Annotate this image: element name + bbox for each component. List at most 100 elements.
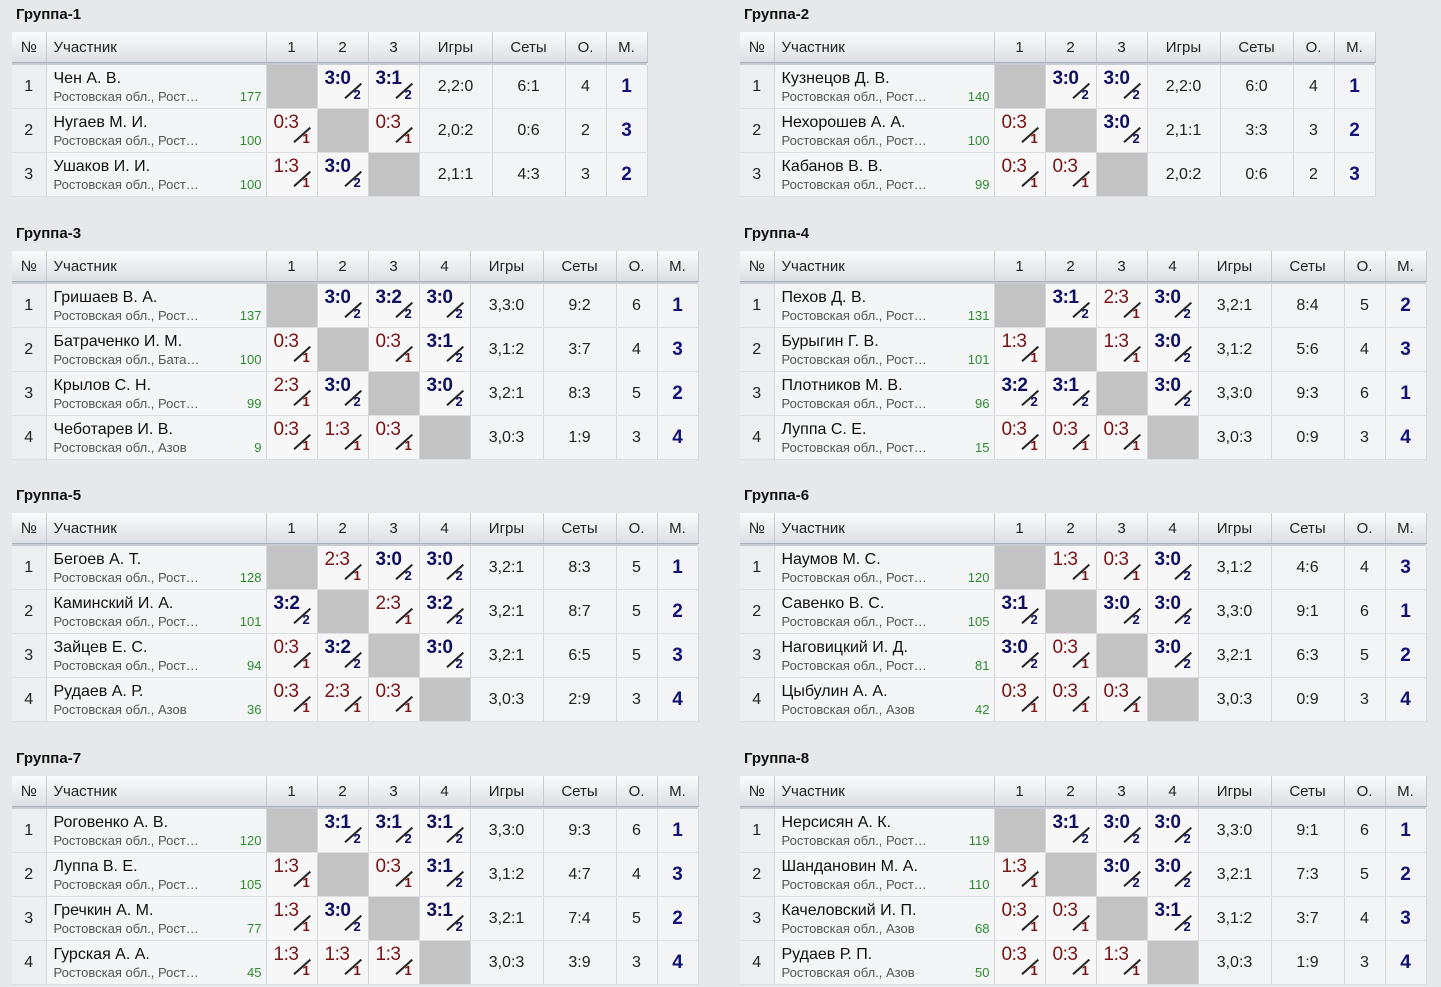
table-row[interactable]: 1 Пехов Д. В. Ростовская обл., Рост… 131 3:1… [740, 284, 1427, 328]
participant-cell[interactable]: Зайцев Е. С. Ростовская обл., Рост… 94 [46, 633, 267, 678]
header-opponent[interactable]: 2 [1045, 513, 1097, 544]
header-participant[interactable]: Участник [774, 776, 995, 807]
match-result-cell[interactable]: 3:0 2 [1096, 809, 1148, 853]
table-row[interactable]: 4 Гурская А. А. Ростовская обл., Рост… 45 1:… [12, 940, 699, 985]
table-row[interactable]: 4 Рудаев Р. П. Ростовская обл., Азов 50 0:3 1… [740, 940, 1427, 985]
table-row[interactable]: 2 Бурыгин Г. В. Ростовская обл., Рост… 101 1… [740, 327, 1427, 372]
header-opponent[interactable]: 1 [266, 251, 318, 282]
match-result-cell[interactable]: 1:3 1 [994, 852, 1046, 897]
match-result-cell[interactable]: 3:0 2 [1096, 65, 1148, 109]
header-points[interactable]: О. [565, 32, 607, 63]
header-opponent[interactable]: 1 [994, 513, 1046, 544]
header-place[interactable]: М. [1334, 32, 1376, 63]
match-result-cell[interactable]: 0:3 1 [994, 108, 1046, 153]
header-opponent[interactable]: 3 [368, 776, 420, 807]
participant-name[interactable]: Пехов Д. В. [781, 289, 867, 306]
match-result-cell[interactable]: 3:0 2 [1147, 809, 1199, 853]
match-result-cell[interactable]: 0:3 1 [368, 852, 420, 897]
header-opponent[interactable]: 1 [994, 776, 1046, 807]
match-result-cell[interactable]: 2:3 1 [368, 589, 420, 634]
match-result-cell[interactable]: 3:0 2 [1147, 852, 1199, 897]
participant-name[interactable]: Савенко В. С. [781, 595, 885, 612]
match-result-cell[interactable]: 0:3 1 [266, 633, 318, 678]
participant-cell[interactable]: Ушаков И. И. Ростовская обл., Рост… 100 [46, 152, 267, 197]
participant-cell[interactable]: Каминский И. А. Ростовская обл., Рост… 101 [46, 589, 267, 634]
match-result-cell[interactable]: 1:3 1 [317, 940, 369, 985]
header-opponent[interactable]: 2 [1045, 251, 1097, 282]
match-result-cell[interactable]: 0:3 1 [994, 677, 1046, 722]
match-result-cell[interactable]: 3:0 2 [317, 371, 369, 416]
table-row[interactable]: 1 Кузнецов Д. В. Ростовская обл., Рост… 140… [740, 65, 1376, 109]
match-result-cell[interactable]: 3:0 2 [1147, 371, 1199, 416]
table-row[interactable]: 3 Кабанов В. В. Ростовская обл., Рост… 99 0:… [740, 152, 1376, 197]
match-result-cell[interactable]: 3:0 2 [368, 546, 420, 590]
participant-name[interactable]: Цыбулин А. А. [781, 683, 888, 700]
participant-name[interactable]: Зайцев Е. С. [53, 639, 148, 656]
match-result-cell[interactable]: 1:3 1 [368, 940, 420, 985]
match-result-cell[interactable]: 1:3 1 [317, 415, 369, 460]
participant-name[interactable]: Батраченко И. М. [53, 333, 183, 350]
participant-cell[interactable]: Качеловский И. П. Ростовская обл., Азов 68 [774, 896, 995, 941]
table-row[interactable]: 4 Луппа С. Е. Ростовская обл., Рост… 15 0:3 1… [740, 415, 1427, 460]
header-points[interactable]: О. [1344, 513, 1386, 544]
match-result-cell[interactable]: 0:3 1 [1045, 633, 1097, 678]
table-row[interactable]: 1 Наумов М. С. Ростовская обл., Рост… 120 1:… [740, 546, 1427, 590]
header-num[interactable]: № [740, 32, 775, 63]
header-opponent[interactable]: 2 [1045, 776, 1097, 807]
header-points[interactable]: О. [616, 251, 658, 282]
match-result-cell[interactable]: 3:1 2 [419, 809, 471, 853]
match-result-cell[interactable]: 2:3 1 [1096, 284, 1148, 328]
header-opponent[interactable]: 3 [1096, 776, 1148, 807]
table-row[interactable]: 2 Каминский И. А. Ростовская обл., Рост… 10… [12, 589, 699, 634]
table-row[interactable]: 2 Луппа В. Е. Ростовская обл., Рост… 105 1:3… [12, 852, 699, 897]
match-result-cell[interactable]: 3:1 2 [368, 809, 420, 853]
table-row[interactable]: 3 Зайцев Е. С. Ростовская обл., Рост… 94 0:3… [12, 633, 699, 678]
match-result-cell[interactable]: 0:3 1 [266, 327, 318, 372]
match-result-cell[interactable]: 3:0 2 [317, 65, 369, 109]
header-opponent[interactable]: 2 [317, 776, 369, 807]
header-opponent[interactable]: 2 [317, 513, 369, 544]
header-sets[interactable]: Сеты [543, 251, 617, 282]
match-result-cell[interactable]: 3:1 2 [419, 896, 471, 941]
match-result-cell[interactable]: 3:0 2 [1147, 327, 1199, 372]
header-num[interactable]: № [740, 251, 775, 282]
header-participant[interactable]: Участник [46, 32, 267, 63]
table-row[interactable]: 3 Ушаков И. И. Ростовская обл., Рост… 100 1:… [12, 152, 648, 197]
participant-name[interactable]: Крылов С. Н. [53, 377, 152, 394]
participant-name[interactable]: Луппа В. Е. [53, 858, 138, 875]
header-sets[interactable]: Сеты [543, 776, 617, 807]
participant-name[interactable]: Каминский И. А. [53, 595, 174, 612]
table-row[interactable]: 4 Цыбулин А. А. Ростовская обл., Азов 42 0:3… [740, 677, 1427, 722]
header-points[interactable]: О. [1344, 251, 1386, 282]
header-participant[interactable]: Участник [46, 776, 267, 807]
participant-cell[interactable]: Батраченко И. М. Ростовская обл., Бата… 10… [46, 327, 267, 372]
match-result-cell[interactable]: 3:0 2 [1096, 108, 1148, 153]
header-points[interactable]: О. [1344, 776, 1386, 807]
match-result-cell[interactable]: 3:1 2 [419, 852, 471, 897]
match-result-cell[interactable]: 0:3 1 [368, 415, 420, 460]
participant-cell[interactable]: Нехорошев А. А. Ростовская обл., Рост… 100 [774, 108, 995, 153]
header-participant[interactable]: Участник [774, 251, 995, 282]
match-result-cell[interactable]: 3:0 2 [419, 633, 471, 678]
table-row[interactable]: 3 Крылов С. Н. Ростовская обл., Рост… 99 2:3… [12, 371, 699, 416]
participant-name[interactable]: Рудаев А. Р. [53, 683, 144, 700]
header-num[interactable]: № [12, 251, 47, 282]
header-sets[interactable]: Сеты [1271, 251, 1345, 282]
participant-cell[interactable]: Рудаев Р. П. Ростовская обл., Азов 50 [774, 940, 995, 985]
participant-cell[interactable]: Гришаев В. А. Ростовская обл., Рост… 137 [46, 284, 267, 328]
match-result-cell[interactable]: 1:3 1 [1045, 546, 1097, 590]
table-row[interactable]: 1 Бегоев А. Т. Ростовская обл., Рост… 128 2:… [12, 546, 699, 590]
match-result-cell[interactable]: 3:1 2 [419, 327, 471, 372]
table-row[interactable]: 4 Чеботарев И. В. Ростовская обл., Азов 9 0:… [12, 415, 699, 460]
header-place[interactable]: М. [657, 251, 699, 282]
header-points[interactable]: О. [616, 513, 658, 544]
match-result-cell[interactable]: 1:3 1 [994, 327, 1046, 372]
match-result-cell[interactable]: 0:3 1 [266, 677, 318, 722]
header-place[interactable]: М. [657, 776, 699, 807]
participant-cell[interactable]: Бурыгин Г. В. Ростовская обл., Рост… 101 [774, 327, 995, 372]
match-result-cell[interactable]: 0:3 1 [994, 152, 1046, 197]
header-opponent[interactable]: 1 [994, 32, 1046, 63]
header-opponent[interactable]: 1 [266, 513, 318, 544]
match-result-cell[interactable]: 3:0 2 [994, 633, 1046, 678]
header-num[interactable]: № [740, 776, 775, 807]
